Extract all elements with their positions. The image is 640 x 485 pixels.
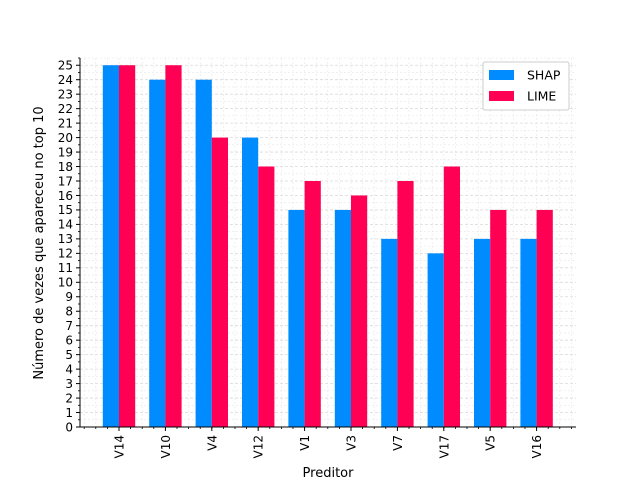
y-tick-label: 12 (58, 247, 73, 261)
y-tick-label: 10 (58, 276, 73, 290)
y-tick-label: 4 (65, 362, 73, 376)
y-axis-label: Número de vezes que apareceu no top 10 (32, 106, 47, 379)
y-tick-label: 19 (58, 145, 73, 159)
x-tick-label: V16 (530, 435, 544, 458)
bar-lime-v3 (351, 195, 368, 427)
bar-shap-v16 (520, 238, 537, 427)
y-tick-label: 20 (58, 131, 73, 145)
y-tick-label: 0 (65, 420, 73, 434)
y-tick-label: 5 (65, 348, 73, 362)
x-tick-label: V17 (437, 435, 451, 458)
y-tick-label: 23 (58, 87, 73, 101)
x-tick-label: V7 (391, 435, 405, 451)
y-tick-label: 25 (58, 59, 73, 73)
bar-shap-v10 (149, 79, 166, 428)
y-tick-label: 18 (58, 160, 73, 174)
x-tick-label: V5 (484, 435, 498, 451)
x-tick-label: V1 (298, 435, 312, 451)
legend-swatch-shap (489, 70, 514, 80)
y-tick-label: 2 (65, 391, 73, 405)
y-tick-label: 13 (58, 232, 73, 246)
bar-lime-v12 (258, 166, 275, 427)
bar-lime-v14 (119, 65, 136, 427)
bar-lime-v1 (304, 181, 321, 427)
y-tick-label: 17 (58, 174, 73, 188)
y-tick-label: 15 (58, 203, 73, 217)
axes: 0123456789101112131415161718192021222324… (58, 57, 576, 458)
bar-shap-v12 (242, 137, 259, 427)
bar-shap-v1 (288, 209, 305, 427)
y-tick-label: 6 (65, 333, 73, 347)
bar-lime-v4 (211, 137, 228, 427)
y-tick-label: 11 (58, 261, 73, 275)
bar-shap-v5 (474, 238, 491, 427)
y-tick-label: 22 (58, 102, 73, 116)
bars (102, 65, 553, 428)
bar-shap-v17 (427, 253, 444, 427)
bar-lime-v10 (165, 65, 182, 427)
x-tick-label: V10 (159, 435, 173, 458)
y-tick-label: 1 (65, 406, 73, 420)
x-tick-label: V3 (345, 435, 359, 451)
x-tick-label: V14 (113, 435, 127, 458)
y-tick-label: 8 (65, 305, 73, 319)
legend-swatch-lime (489, 91, 514, 101)
legend-label-shap: SHAP (527, 68, 561, 83)
y-tick-label: 21 (58, 116, 73, 130)
bar-shap-v7 (381, 238, 398, 427)
x-axis-label: Preditor (303, 466, 355, 480)
y-tick-label: 7 (65, 319, 73, 333)
bar-shap-v3 (334, 209, 351, 427)
bar-lime-v16 (536, 209, 553, 427)
bar-lime-v5 (490, 209, 507, 427)
y-tick-label: 14 (58, 218, 73, 232)
legend-label-lime: LIME (527, 89, 556, 104)
y-tick-label: 9 (65, 290, 73, 304)
legend: SHAP LIME (482, 61, 570, 111)
bar-lime-v17 (443, 166, 460, 427)
bar-shap-v14 (102, 65, 119, 427)
x-tick-label: V4 (205, 435, 219, 451)
x-tick-label: V12 (252, 435, 266, 458)
y-tick-label: 3 (65, 377, 73, 391)
y-tick-label: 16 (58, 189, 73, 203)
bar-lime-v7 (397, 181, 414, 427)
bar-shap-v4 (195, 79, 212, 428)
y-tick-label: 24 (58, 73, 73, 87)
